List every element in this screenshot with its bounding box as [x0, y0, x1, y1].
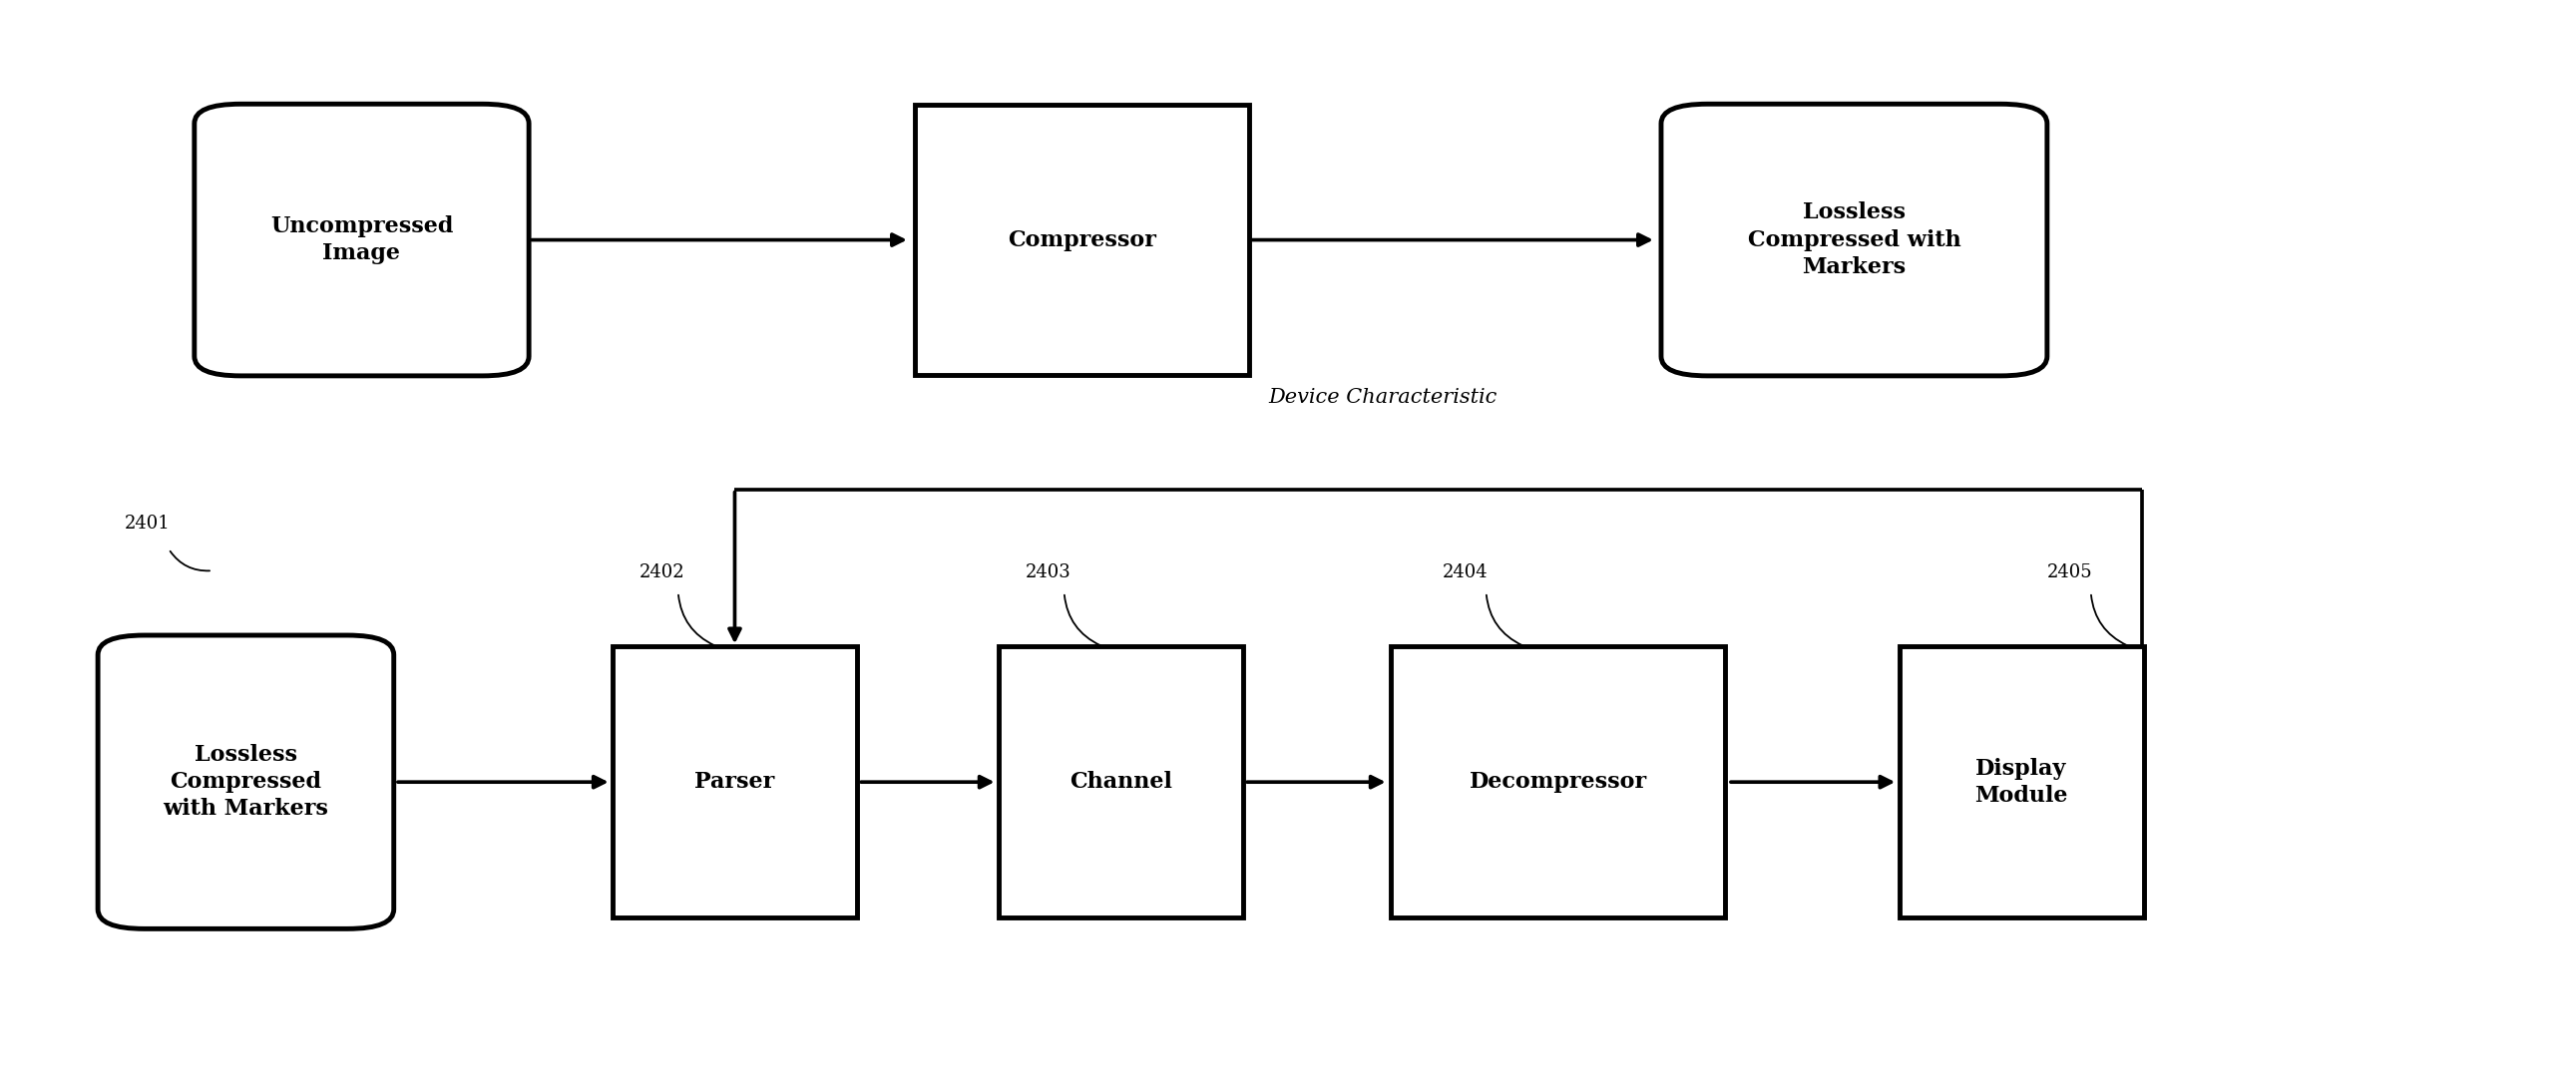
Bar	[613, 647, 858, 917]
Text: 2401: 2401	[124, 515, 170, 533]
Text: Display
Module: Display Module	[1976, 758, 2069, 807]
Text: 2405: 2405	[2048, 563, 2092, 582]
Text: Lossless
Compressed with
Markers: Lossless Compressed with Markers	[1747, 202, 1960, 278]
Text: 2404: 2404	[1443, 563, 1489, 582]
FancyBboxPatch shape	[1662, 104, 2048, 376]
Text: Uncompressed
Image: Uncompressed Image	[270, 215, 453, 264]
Text: 2402: 2402	[639, 563, 685, 582]
Text: 2403: 2403	[1025, 563, 1072, 582]
Bar	[1899, 647, 2143, 917]
Text: Channel: Channel	[1069, 771, 1172, 794]
Text: Parser: Parser	[696, 771, 775, 794]
Text: Decompressor: Decompressor	[1468, 771, 1646, 794]
FancyBboxPatch shape	[193, 104, 528, 376]
Bar	[914, 104, 1249, 375]
Bar	[999, 647, 1244, 917]
Text: Lossless
Compressed
with Markers: Lossless Compressed with Markers	[162, 744, 330, 820]
Bar	[1391, 647, 1726, 917]
Text: Device Characteristic: Device Characteristic	[1270, 388, 1497, 407]
FancyBboxPatch shape	[98, 635, 394, 928]
Text: Compressor: Compressor	[1007, 229, 1157, 251]
